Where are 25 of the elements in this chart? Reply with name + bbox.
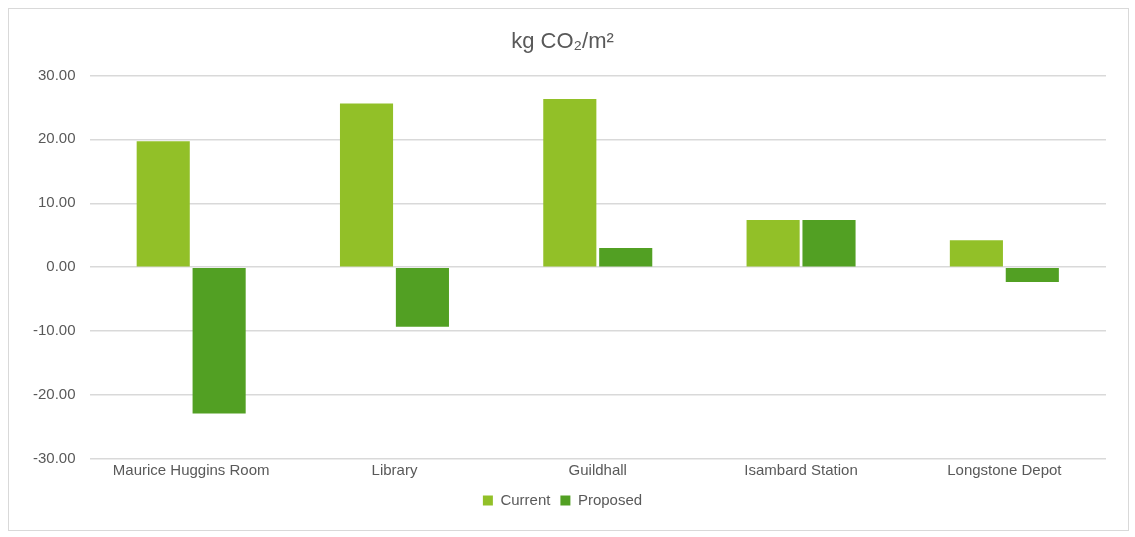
bar	[599, 248, 653, 267]
bar	[543, 99, 597, 267]
bar	[395, 267, 449, 327]
x-tick-label: Guildhall	[568, 461, 627, 479]
bar	[339, 103, 394, 267]
y-tick-label: 20.00	[37, 129, 76, 147]
bar	[1005, 267, 1059, 282]
legend-label: Proposed	[577, 490, 643, 508]
x-tick-label: Maurice Huggins Room	[112, 461, 270, 479]
bar	[136, 141, 190, 267]
y-tick-label: -10.00	[32, 321, 76, 339]
bar	[949, 240, 1003, 267]
x-tick-label: Isambard Station	[744, 461, 858, 479]
y-tick-label: 10.00	[37, 193, 76, 211]
bar	[746, 219, 800, 267]
y-tick-label: -20.00	[32, 385, 76, 403]
chart-title: kg CO₂/m²	[511, 28, 614, 54]
y-tick-label: 30.00	[37, 65, 76, 83]
y-tick-label: 0.00	[46, 257, 76, 275]
legend-label: Current	[500, 490, 552, 508]
x-tick-label: Longstone Depot	[947, 461, 1063, 479]
y-tick-label: -30.00	[32, 449, 76, 467]
x-tick-label: Library	[371, 461, 418, 479]
bar	[192, 267, 246, 414]
bar	[802, 219, 856, 267]
